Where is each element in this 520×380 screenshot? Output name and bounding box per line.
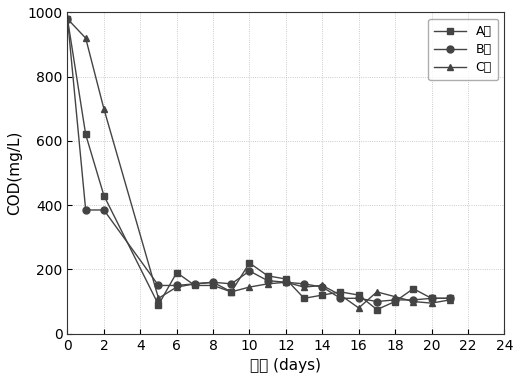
B组 [374,299,380,304]
C组 [356,306,362,310]
C组 [410,299,417,304]
C组 [174,285,180,289]
A组 [64,17,71,21]
B组 [283,280,289,285]
A组 [283,277,289,281]
C组 [228,290,235,294]
Legend: A组, B组, C组: A组, B组, C组 [428,19,498,80]
A组 [210,283,216,288]
A组 [428,296,435,301]
B组 [356,296,362,301]
B组 [319,285,326,289]
C组 [192,282,198,286]
B组 [64,17,71,21]
C组 [337,293,344,298]
C组 [301,285,307,289]
B组 [337,296,344,301]
A组 [374,307,380,312]
B组 [265,279,271,283]
A组 [83,132,89,137]
A组 [356,293,362,298]
A组 [246,261,253,265]
A组 [192,283,198,288]
B组 [101,208,107,212]
B组 [174,283,180,288]
A组 [319,293,326,298]
C组 [319,283,326,288]
A组 [228,290,235,294]
C组 [392,294,398,299]
C组 [155,296,162,301]
A组 [447,296,453,301]
Line: C组: C组 [64,16,453,312]
C组 [447,298,453,302]
C组 [265,282,271,286]
C组 [210,280,216,285]
C组 [246,285,253,289]
C组 [83,36,89,40]
B组 [210,280,216,285]
B组 [83,208,89,212]
B组 [428,296,435,301]
A组 [301,296,307,301]
B组 [192,282,198,286]
Y-axis label: COD(mg/L): COD(mg/L) [7,131,22,215]
C组 [64,17,71,21]
A组 [101,193,107,198]
Line: B组: B组 [64,16,453,305]
A组 [392,299,398,304]
B组 [447,296,453,301]
C组 [428,301,435,306]
C组 [283,280,289,285]
B组 [392,298,398,302]
B组 [228,282,235,286]
A组 [155,302,162,307]
A组 [174,270,180,275]
A组 [337,290,344,294]
Line: A组: A组 [64,16,453,313]
A组 [265,274,271,278]
A组 [410,287,417,291]
B组 [301,282,307,286]
X-axis label: 天数 (days): 天数 (days) [251,358,321,373]
B组 [410,298,417,302]
C组 [374,290,380,294]
C组 [101,106,107,111]
B组 [246,269,253,273]
B组 [155,283,162,288]
